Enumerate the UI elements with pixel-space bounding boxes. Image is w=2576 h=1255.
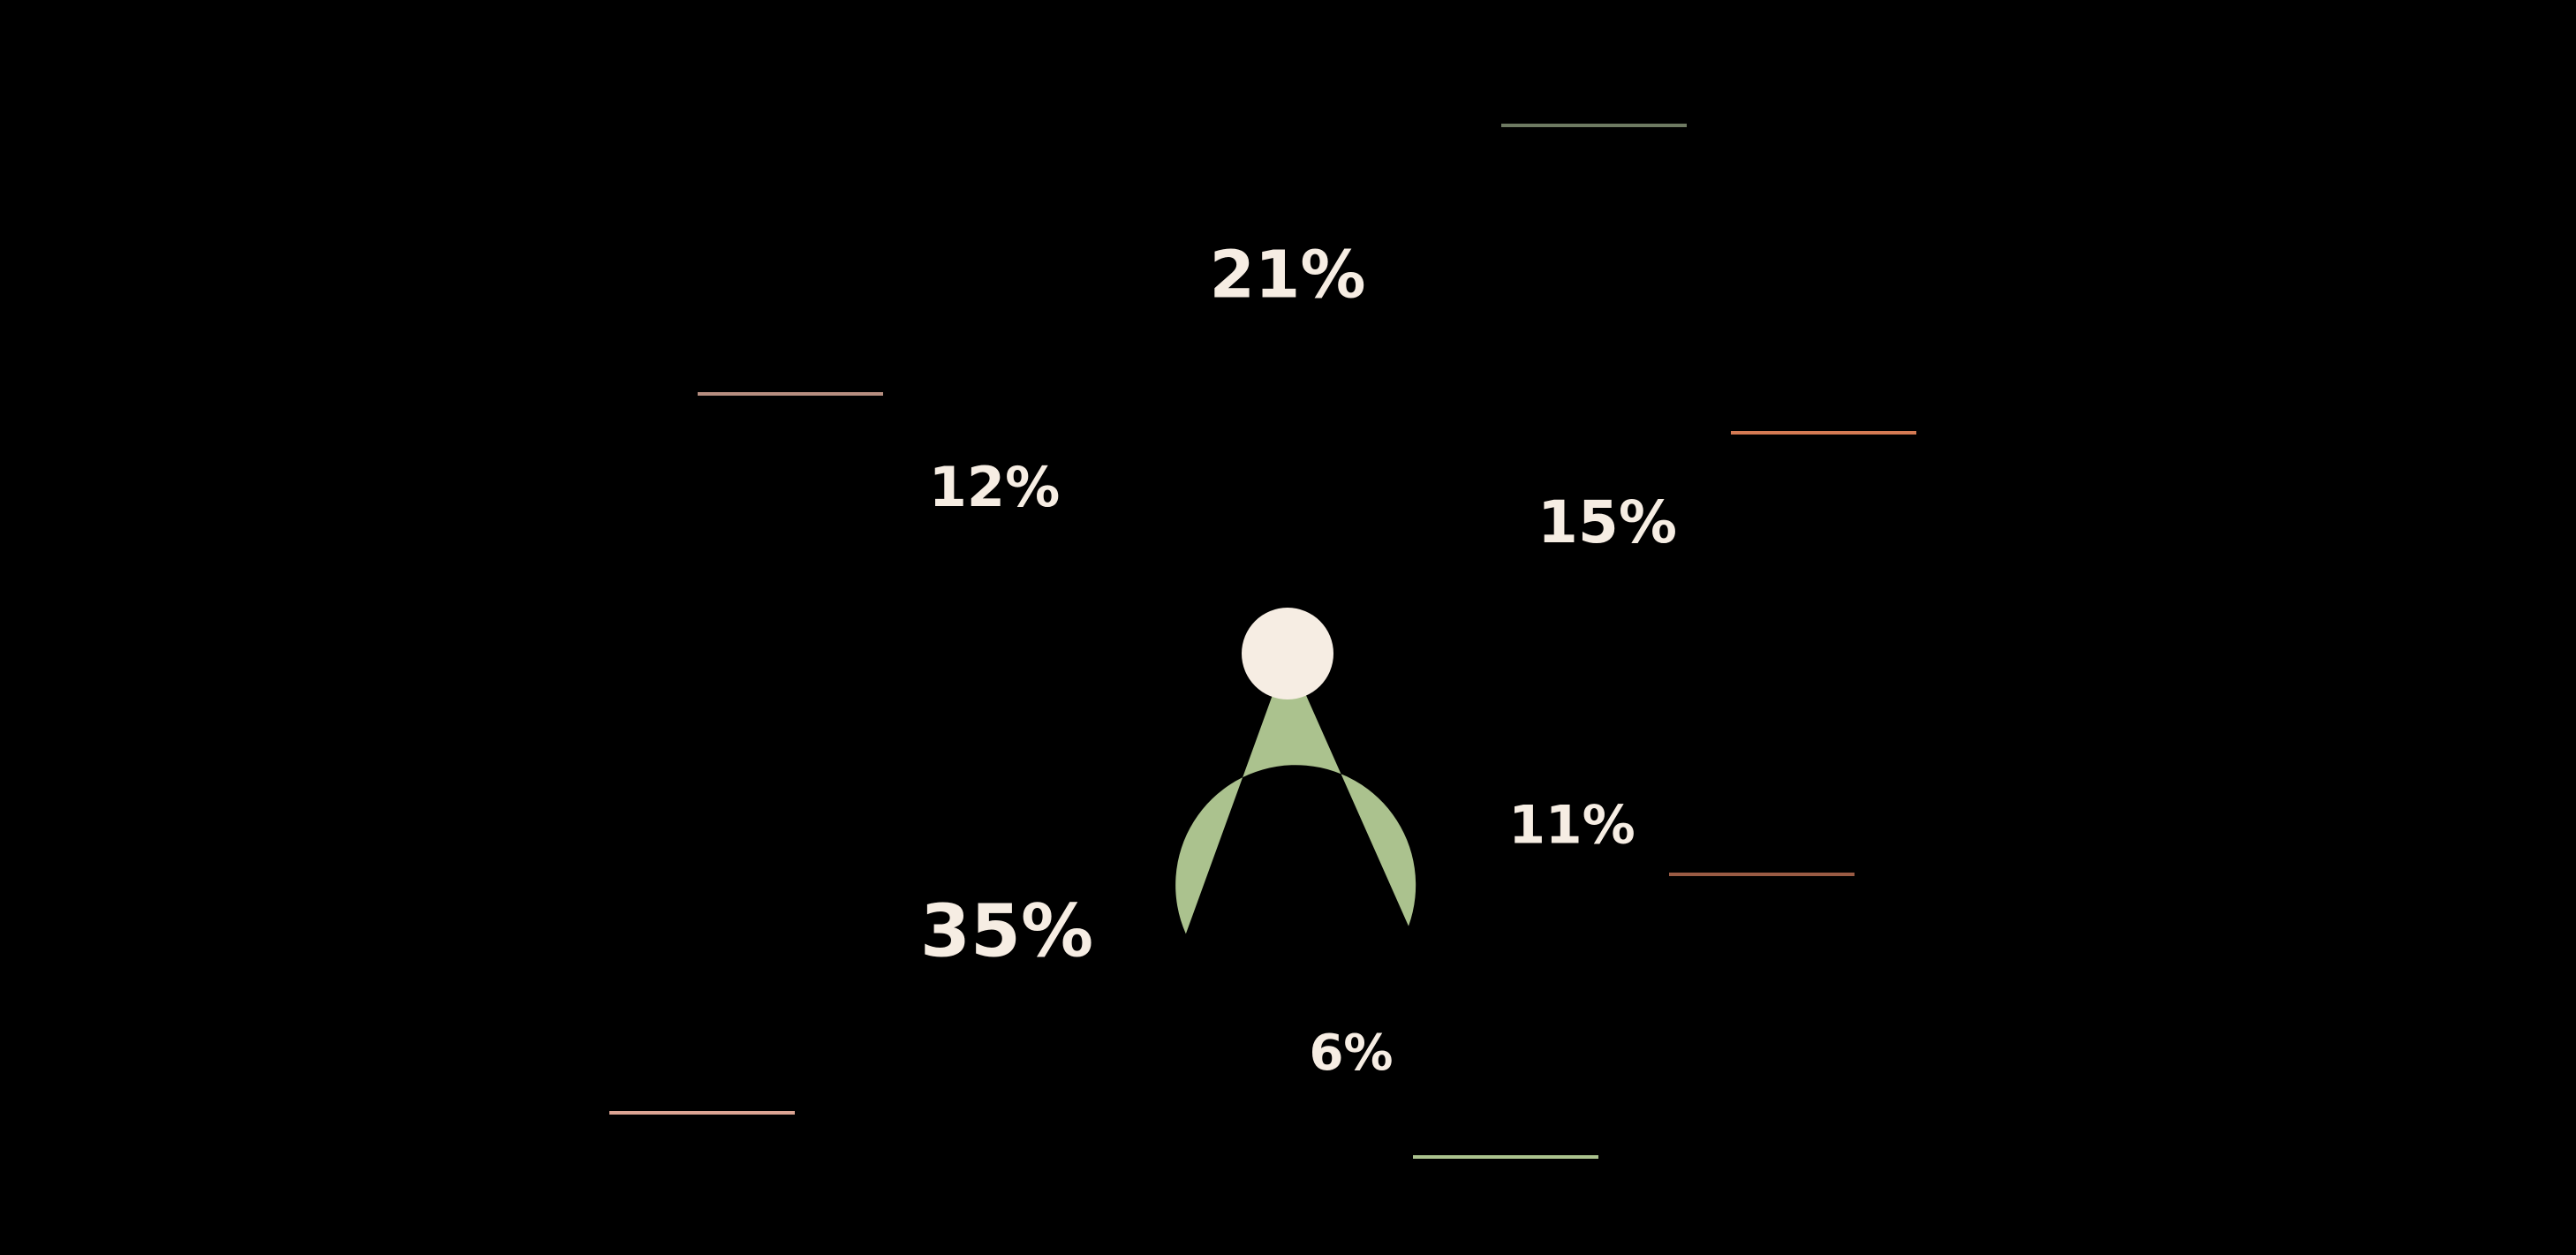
petal-label-p21: 21%: [1209, 238, 1365, 314]
petal-label-p35: 35%: [920, 889, 1093, 973]
petal-label-p12: 12%: [929, 455, 1060, 519]
petal-label-p11: 11%: [1508, 795, 1635, 857]
center-dot: [1242, 608, 1333, 699]
flower-chart: 21% 15% 11% 6% 35% 12%: [0, 0, 2576, 1255]
petal-label-p6: 6%: [1309, 1024, 1393, 1082]
chart-stage: 21% 15% 11% 6% 35% 12%: [0, 0, 2576, 1255]
petal-label-p15: 15%: [1537, 488, 1677, 556]
